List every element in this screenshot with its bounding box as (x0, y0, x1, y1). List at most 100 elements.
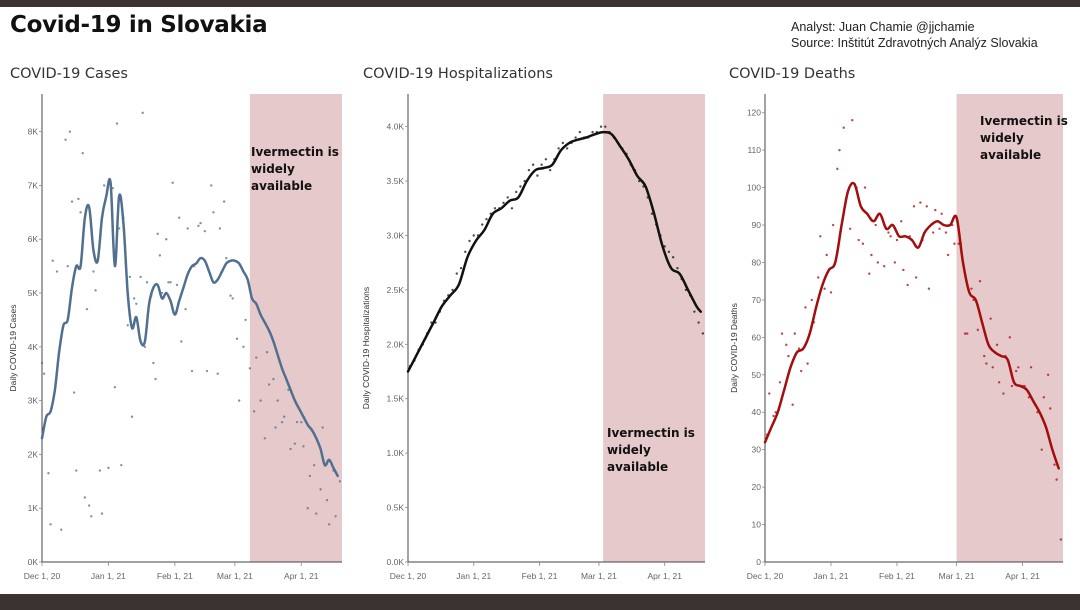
deaths-daily-point (1053, 463, 1056, 466)
cases-daily-point (180, 340, 183, 343)
deaths-daily-point (806, 362, 809, 365)
deaths-ivermectin-annotation: available (980, 148, 1041, 162)
hospitalizations-daily-point (574, 136, 577, 139)
analyst-credit: Analyst: Juan Chamie @jjchamie (791, 20, 975, 34)
deaths-daily-point (876, 261, 880, 264)
cases-y-tick-label: 4K (28, 342, 39, 352)
deaths-daily-point (938, 227, 941, 230)
deaths-daily-point (780, 332, 784, 335)
cases-daily-point (126, 324, 129, 327)
cases-daily-point (186, 227, 189, 230)
cases-y-tick-label: 8K (28, 127, 39, 137)
deaths-daily-point (793, 332, 796, 335)
deaths-y-tick-label: 10 (752, 520, 762, 530)
hospitalizations-daily-point (561, 141, 565, 145)
deaths-daily-point (1049, 407, 1052, 410)
deaths-daily-point (1029, 366, 1033, 369)
cases-daily-point (167, 281, 170, 284)
cases-daily-point (280, 420, 284, 424)
cases-daily-point (306, 507, 309, 510)
deaths-daily-point (799, 369, 803, 373)
deaths-y-tick-label: 30 (752, 445, 762, 455)
cases-daily-point (225, 256, 228, 260)
deaths-daily-point (857, 238, 860, 242)
cases-daily-point (212, 211, 215, 214)
cases-y-tick-label: 7K (28, 180, 39, 190)
cases-daily-point (334, 515, 337, 518)
cases-daily-point (120, 463, 123, 467)
cases-daily-point (102, 184, 106, 187)
cases-daily-point (244, 318, 247, 322)
deaths-daily-point (966, 332, 969, 335)
hospitalizations-daily-point (468, 239, 471, 243)
cases-daily-point (154, 377, 157, 381)
cases-daily-point (135, 302, 138, 305)
hospitalizations-daily-point (667, 250, 671, 254)
cases-daily-point (289, 447, 292, 451)
deaths-daily-point (927, 287, 931, 290)
cases-daily-point (171, 181, 174, 184)
deaths-y-tick-label: 100 (747, 183, 761, 193)
hospitalizations-daily-point (502, 201, 505, 205)
cases-daily-point (319, 488, 322, 491)
hospitalizations-average-line (406, 130, 703, 373)
deaths-y-tick-label: 60 (752, 332, 762, 342)
cases-daily-point (158, 254, 162, 257)
deaths-daily-point (868, 272, 871, 275)
cases-ivermectin-annotation: widely (251, 162, 295, 176)
deaths-daily-point (1055, 478, 1058, 481)
deaths-x-tick-label: Apr 1, 21 (1005, 571, 1040, 581)
cases-y-tick-label: 0K (28, 557, 39, 567)
hospitalizations-y-tick-label: 2.0K (387, 339, 405, 349)
hospitalizations-daily-point (701, 332, 705, 335)
cases-x-tick-label: Jan 1, 21 (91, 571, 126, 581)
credits-block: Analyst: Juan Chamie @jjchamie Source: I… (791, 19, 1038, 51)
deaths-daily-point (887, 231, 890, 234)
deaths-daily-point (778, 381, 782, 384)
hospitalizations-daily-point (671, 256, 675, 259)
hospitalizations-daily-point (527, 168, 531, 172)
deaths-daily-point (831, 223, 835, 227)
deaths-daily-point (1014, 369, 1018, 373)
cases-y-tick-label: 3K (28, 396, 39, 406)
cases-daily-point (94, 289, 97, 292)
cases-daily-point (321, 426, 324, 429)
deaths-ivermectin-annotation: widely (980, 131, 1024, 145)
cases-daily-point (90, 515, 93, 518)
cases-daily-point (72, 391, 76, 394)
deaths-daily-point (838, 148, 841, 152)
hospitalizations-daily-point (481, 223, 484, 226)
deaths-daily-point (900, 220, 903, 223)
hospitalizations-ivermectin-annotation: Ivermectin is (607, 426, 695, 440)
deaths-daily-point (970, 287, 973, 290)
cases-daily-point (252, 410, 256, 413)
cases-daily-point (169, 281, 172, 284)
cases-daily-point (327, 523, 331, 526)
cases-daily-point (235, 337, 239, 340)
hospitalizations-x-tick-label: Apr 1, 21 (647, 571, 682, 581)
cases-daily-point (117, 227, 121, 230)
cases-daily-point (83, 496, 87, 499)
deaths-average-line (763, 181, 1060, 470)
deaths-daily-point (861, 242, 865, 245)
deaths-daily-point (983, 354, 986, 358)
hospitalizations-ivermectin-annotation: widely (607, 443, 651, 457)
deaths-daily-point (953, 242, 956, 245)
deaths-daily-point (895, 238, 899, 242)
cases-daily-point (222, 200, 226, 203)
cases-daily-point (128, 275, 132, 279)
deaths-daily-point (791, 403, 794, 406)
deaths-shaded-region (956, 94, 1063, 562)
cases-daily-point (47, 472, 50, 475)
deaths-daily-point (902, 268, 905, 272)
deaths-x-tick-label: Feb 1, 21 (879, 571, 915, 581)
cases-daily-point (255, 356, 258, 359)
cases-daily-point (81, 151, 84, 155)
cases-x-tick-label: Mar 1, 21 (217, 571, 253, 581)
hospitalizations-shaded-region (603, 94, 705, 562)
cases-daily-point (315, 512, 318, 515)
deaths-daily-point (889, 235, 892, 238)
hospitalizations-daily-point (578, 130, 582, 134)
cases-daily-point (267, 383, 271, 386)
cases-daily-point (165, 238, 168, 241)
